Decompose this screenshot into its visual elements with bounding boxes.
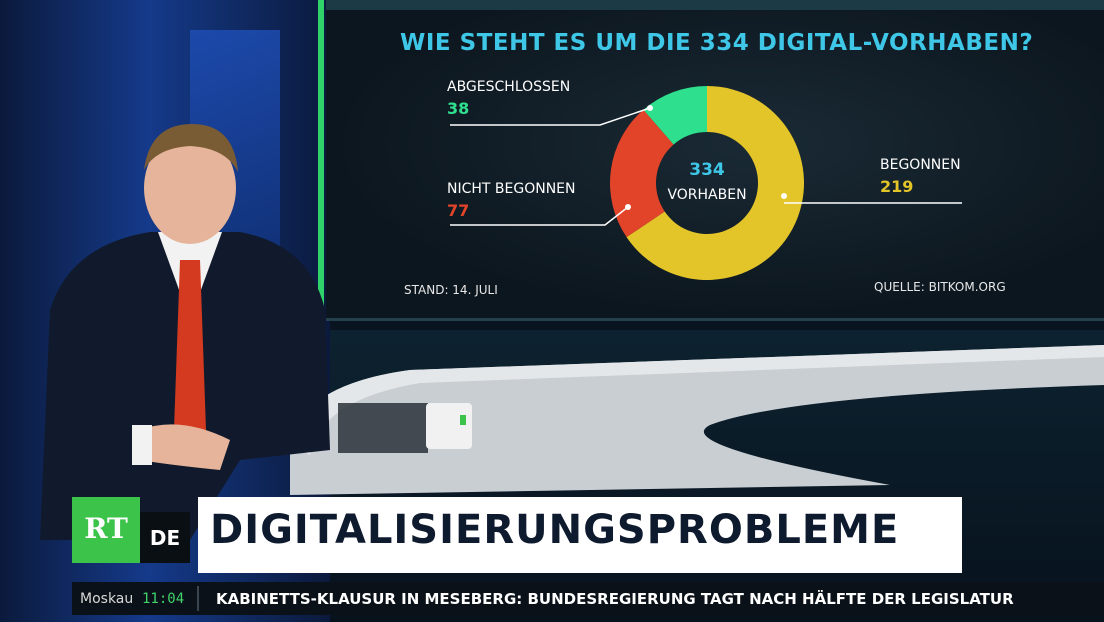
chart-title: WIE STEHT ES UM DIE 334 DIGITAL-VORHABEN… bbox=[400, 30, 1034, 56]
rt-logo-text: RT bbox=[84, 512, 128, 545]
de-logo-text: DE bbox=[149, 526, 181, 550]
chart-source-note: QUELLE: BITKOM.ORG bbox=[874, 280, 1006, 294]
news-desk bbox=[290, 345, 1104, 495]
label-nicht-begonnen: NICHT BEGONNEN bbox=[447, 181, 576, 197]
de-logo bbox=[140, 512, 190, 563]
leader-nicht-begonnen-dot bbox=[625, 204, 631, 210]
ticker-divider bbox=[197, 586, 199, 611]
news-ticker bbox=[72, 582, 1104, 615]
presenter bbox=[40, 124, 330, 540]
ticker-time: 11:04 bbox=[142, 591, 185, 607]
slice-abgeschlossen bbox=[643, 86, 707, 145]
value-begonnen: 219 bbox=[880, 177, 914, 196]
donut-center-value: 334 bbox=[689, 160, 725, 180]
leader-begonnen-dot bbox=[781, 193, 787, 199]
leader-abgeschlossen-dot bbox=[647, 105, 653, 111]
leader-abgeschlossen bbox=[450, 107, 651, 126]
screen-top-bezel bbox=[326, 0, 1104, 10]
headline-text: DIGITALISIERUNGSPROBLEME bbox=[210, 507, 900, 553]
ticker-headline: KABINETTS-KLAUSUR IN MESEBERG: BUNDESREG… bbox=[216, 590, 1014, 608]
value-abgeschlossen: 38 bbox=[447, 99, 470, 118]
rt-logo bbox=[72, 497, 140, 563]
label-begonnen: BEGONNEN bbox=[880, 157, 961, 173]
headline-banner bbox=[198, 497, 962, 573]
leader-nicht-begonnen bbox=[450, 206, 629, 226]
ticker-city: Moskau bbox=[80, 591, 134, 607]
value-nicht-begonnen: 77 bbox=[447, 201, 470, 220]
donut-center-label: VORHABEN bbox=[667, 187, 746, 203]
label-abgeschlossen: ABGESCHLOSSEN bbox=[447, 79, 571, 95]
slice-begonnen bbox=[626, 86, 804, 281]
chart-date-note: STAND: 14. JULI bbox=[404, 283, 498, 297]
green-screen-frame bbox=[318, 0, 324, 360]
